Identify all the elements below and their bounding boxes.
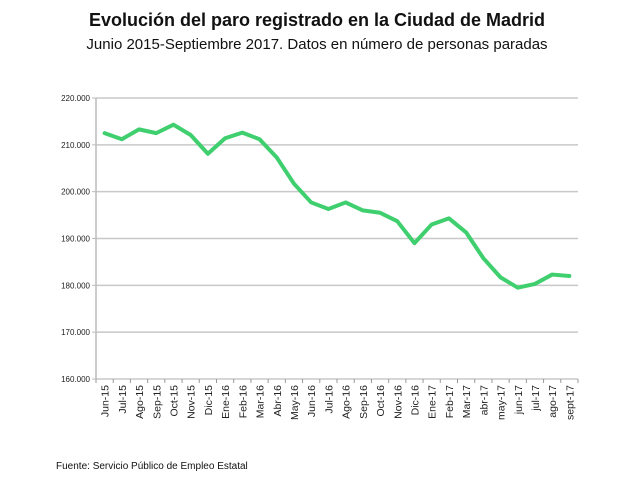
x-tick-label: Ene-17 [427, 385, 439, 419]
data-point [344, 200, 348, 204]
data-point [447, 216, 451, 220]
data-point [154, 131, 158, 135]
data-point [275, 155, 279, 159]
x-tick-label: Jul-16 [323, 385, 335, 414]
y-tick-label: 170.000 [61, 328, 90, 337]
chart-subtitle: Junio 2015-Septiembre 2017. Datos en núm… [86, 36, 548, 53]
data-point [378, 211, 382, 215]
data-point [361, 208, 365, 212]
data-point [481, 256, 485, 260]
x-tick-label: Ene-16 [220, 385, 232, 419]
x-tick-label: jul-17 [530, 385, 542, 412]
x-tick-label: jun-17 [513, 385, 525, 415]
x-tick-label: Jun-16 [306, 385, 318, 417]
data-point [171, 123, 175, 127]
x-tick-label: May-16 [289, 385, 301, 420]
x-tick-label: may-17 [496, 385, 508, 420]
x-tick-label: ago-17 [547, 385, 559, 418]
data-point [516, 286, 520, 290]
x-tick-label: Oct-15 [168, 385, 180, 417]
x-tick-label: sept-17 [564, 385, 576, 420]
data-point [137, 127, 141, 131]
x-tick-label: Mar-16 [255, 385, 267, 418]
data-point [206, 152, 210, 156]
x-tick-label: abr-17 [478, 385, 490, 416]
data-point [533, 282, 537, 286]
x-tick-label: Feb-17 [444, 385, 456, 418]
x-tick-label: Jul-15 [117, 385, 129, 414]
x-tick-label: Feb-16 [237, 385, 249, 418]
x-tick-label: Mar-17 [461, 385, 473, 418]
data-point [240, 131, 244, 135]
x-tick-label: Nov-15 [186, 385, 198, 419]
y-tick-label: 210.000 [61, 141, 90, 150]
data-point [395, 219, 399, 223]
x-tick-label: Oct-16 [375, 385, 387, 417]
data-point [189, 133, 193, 137]
y-tick-label: 190.000 [61, 235, 90, 244]
x-tick-label: Nov-16 [392, 385, 404, 419]
data-point [258, 137, 262, 141]
y-tick-label: 160.000 [61, 375, 90, 384]
data-point [326, 207, 330, 211]
x-tick-label: Abr-16 [272, 385, 284, 417]
x-tick-label: Dic-16 [409, 385, 421, 416]
y-tick-label: 220.000 [61, 94, 90, 103]
series-line [102, 122, 572, 290]
x-tick-label: Ago-16 [341, 385, 353, 419]
x-tick-label: Sep-16 [358, 385, 370, 419]
x-tick-label: Ago-15 [134, 385, 146, 419]
data-point [412, 241, 416, 245]
x-tick-label: Sep-15 [151, 385, 163, 419]
data-point [223, 136, 227, 140]
x-tick-label: Jun-15 [100, 385, 112, 417]
data-point [567, 274, 571, 278]
data-point [499, 275, 503, 279]
data-point [120, 137, 124, 141]
x-tick-label: Dic-15 [203, 385, 215, 416]
data-point [550, 273, 554, 277]
data-point [430, 222, 434, 226]
data-point [309, 200, 313, 204]
data-point [103, 131, 107, 135]
source-note: Fuente: Servicio Público de Empleo Estat… [56, 461, 248, 472]
y-tick-label: 200.000 [61, 188, 90, 197]
chart-title: Evolución del paro registrado en la Ciud… [88, 10, 546, 30]
data-point [292, 182, 296, 186]
y-tick-label: 180.000 [61, 281, 90, 290]
data-point [464, 230, 468, 234]
